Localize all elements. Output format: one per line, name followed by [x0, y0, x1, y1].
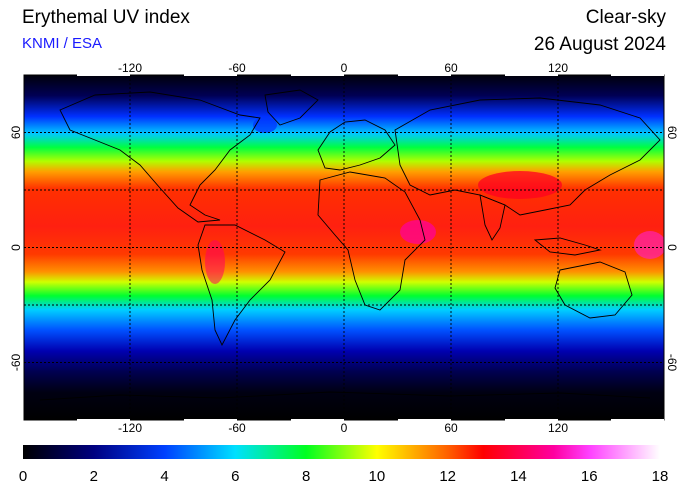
map-subtitle: KNMI / ESA — [22, 35, 103, 52]
colorbar-tick-label: 0 — [19, 468, 27, 485]
colorbar-tick-label: 14 — [510, 468, 527, 485]
colorbar-tick-label: 12 — [439, 468, 456, 485]
australia-outline — [554, 261, 633, 319]
lon-labels-bottom: -120 -60 0 60 120 — [118, 421, 568, 435]
lat-label: 60 — [9, 126, 23, 140]
colorbar-tick-label: 8 — [302, 468, 310, 485]
colorbar-tick-label: 6 — [231, 468, 239, 485]
colorbar-tick-label: 16 — [581, 468, 598, 485]
lon-label: -120 — [118, 61, 142, 75]
lon-label: -60 — [228, 421, 246, 435]
coastlines — [39, 89, 661, 401]
south-america-outline — [197, 224, 286, 347]
colorbar-ticks: 0 2 4 6 8 10 12 14 16 18 — [19, 468, 669, 485]
lon-label: -120 — [118, 421, 142, 435]
lon-label: 0 — [341, 61, 348, 75]
colorbar-gradient — [23, 445, 660, 459]
lat-label: -60 — [665, 354, 679, 372]
lon-label: 0 — [341, 421, 348, 435]
lon-labels-top: -120 -60 0 60 120 — [118, 61, 568, 75]
date-label: 26 August 2024 — [533, 34, 666, 55]
lat-label: 0 — [665, 244, 679, 251]
colorbar-tick-label: 2 — [90, 468, 98, 485]
map-title: Erythemal UV index — [22, 7, 190, 28]
lat-labels-left: 60 0 -60 — [9, 126, 23, 372]
africa-outline — [317, 171, 426, 311]
sky-mode-label: Clear-sky — [585, 7, 666, 28]
graticule — [24, 75, 664, 420]
lat-label: 0 — [9, 244, 23, 251]
indonesia-outline — [533, 237, 602, 256]
frame-ticks — [77, 74, 664, 421]
greenland-outline — [264, 89, 319, 126]
lon-label: 120 — [548, 61, 568, 75]
colorbar: 0 2 4 6 8 10 12 14 16 18 — [19, 445, 669, 485]
colorbar-tick-label: 4 — [160, 468, 168, 485]
colorbar-tick-label: 18 — [652, 468, 669, 485]
north-america-outline — [59, 91, 261, 223]
lon-label: 60 — [444, 421, 458, 435]
lat-labels-right: 60 0 -60 — [665, 126, 679, 372]
asia-outline — [394, 97, 661, 216]
colorbar-tick-label: 10 — [369, 468, 386, 485]
lon-label: 60 — [444, 61, 458, 75]
lat-label: -60 — [9, 354, 23, 372]
lon-label: -60 — [228, 61, 246, 75]
europe-outline — [317, 119, 396, 171]
antarctica-outline — [39, 391, 651, 401]
lat-label: 60 — [665, 126, 679, 140]
india-outline — [479, 194, 506, 241]
lon-label: 120 — [548, 421, 568, 435]
